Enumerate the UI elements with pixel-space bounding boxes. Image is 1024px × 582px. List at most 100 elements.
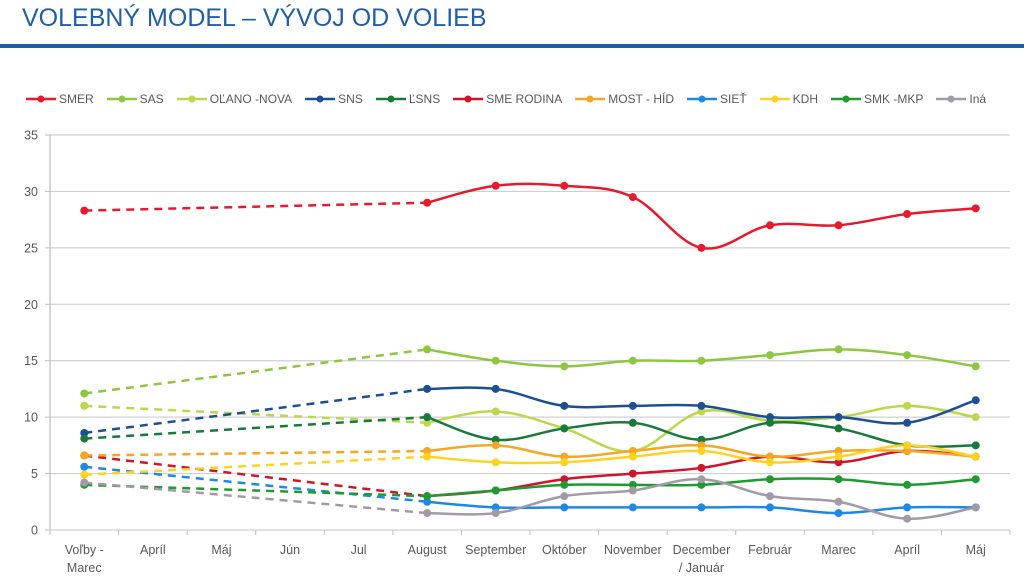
- series-line-dashed-sie-: [84, 465, 428, 504]
- data-point-kdh: [560, 458, 569, 467]
- series-line-dashed-smk-mkp: [84, 483, 428, 498]
- x-tick-label: Apríl: [894, 543, 920, 557]
- legend-item: MOST - HÍD: [575, 92, 674, 106]
- data-point-smk-mkp: [903, 480, 912, 489]
- data-point-smk-mkp: [766, 475, 774, 484]
- data-point--sns: [491, 435, 500, 444]
- data-point-most-h-d: [491, 441, 500, 450]
- legend-swatch: [831, 95, 862, 103]
- data-point-o-ano-nova: [697, 407, 706, 416]
- data-point-smk-mkp: [628, 480, 637, 489]
- data-point--sns: [971, 441, 980, 450]
- data-point-in-: [903, 514, 912, 523]
- data-point-in-: [766, 492, 774, 501]
- legend-label: SME RODINA: [486, 92, 563, 106]
- data-point-in-: [628, 486, 637, 495]
- data-point-sas: [834, 345, 843, 354]
- data-point-sns: [423, 384, 432, 393]
- x-tick-label: Október: [542, 543, 586, 557]
- data-point--sns: [697, 435, 706, 444]
- legend-swatch: [375, 95, 406, 103]
- x-tick-label: September: [465, 543, 526, 557]
- data-point-kdh: [628, 452, 637, 461]
- data-point-o-ano-nova: [491, 407, 500, 416]
- data-point-sie-: [697, 503, 706, 512]
- data-point-most-h-d: [697, 441, 706, 450]
- data-point-sie-: [80, 462, 89, 471]
- data-point-sns: [560, 401, 569, 410]
- legend-item: KDH: [759, 92, 818, 106]
- data-point-sns: [628, 401, 637, 410]
- data-point-smer: [423, 198, 432, 207]
- data-point-smer: [560, 181, 569, 190]
- data-point-o-ano-nova: [903, 401, 912, 410]
- data-point-smer: [491, 181, 500, 190]
- axes: 0 5 10 15 20 25 30 35 Voľby - Marec Apríl Máj Jún Jul…: [24, 129, 1011, 575]
- legend-swatch: [575, 95, 606, 103]
- legend-label: ĽSNS: [408, 92, 441, 106]
- data-point-smk-mkp: [971, 475, 980, 484]
- series-line-dashed-most-h-d: [84, 449, 428, 457]
- data-point-sns: [834, 413, 843, 422]
- x-tick-label: Jul: [351, 543, 367, 557]
- series-line-dashed-smer: [84, 201, 428, 212]
- x-tick-label: Máj: [966, 543, 986, 557]
- data-point-most-h-d: [903, 447, 912, 455]
- legend-label: OĽANO -NOVA: [209, 92, 293, 106]
- data-point-smer: [903, 210, 912, 218]
- data-point-sie-: [423, 497, 432, 506]
- series-line-dashed--sns: [84, 415, 428, 440]
- data-point-in-: [834, 497, 843, 506]
- data-point-sie-: [628, 503, 637, 512]
- legend-swatch: [305, 95, 336, 103]
- data-point--sns: [834, 424, 843, 433]
- legend-item: SME RODINA: [453, 92, 562, 106]
- data-point-most-h-d: [628, 447, 637, 455]
- legend-swatch: [26, 95, 56, 103]
- data-point-sie-: [903, 503, 912, 512]
- data-point--sns: [560, 424, 569, 433]
- data-point-sns: [80, 428, 89, 437]
- data-point-sie-: [560, 503, 569, 512]
- x-tick-label: Marec: [821, 543, 856, 557]
- legend-swatch: [176, 95, 207, 103]
- legend-label: SIEŤ: [720, 92, 747, 106]
- data-point-sme-rodina: [834, 458, 843, 467]
- data-point--sns: [80, 434, 89, 443]
- data-point-smer: [971, 204, 980, 213]
- data-point-smk-mkp: [491, 486, 500, 495]
- data-point-smer: [628, 193, 637, 202]
- data-point-smer: [834, 221, 843, 230]
- data-point-smer: [80, 206, 89, 215]
- legend-swatch: [759, 95, 790, 103]
- series-points: [80, 181, 980, 523]
- x-tick-label: November: [604, 543, 662, 557]
- data-point-sme-rodina: [628, 469, 637, 478]
- series-line-dashed-sas: [84, 348, 428, 395]
- legend-item: SMK -MKP: [831, 92, 923, 106]
- legend-item: SIEŤ: [687, 92, 747, 106]
- data-point-sas: [628, 356, 637, 365]
- legend-swatch: [106, 95, 137, 103]
- series-line-dashed-sme-rodina: [84, 454, 428, 498]
- x-tick-label: Voľby -: [65, 543, 104, 557]
- legend-label: MOST - HÍD: [608, 92, 674, 106]
- y-tick-label: 10: [24, 411, 38, 425]
- data-point-o-ano-nova: [80, 401, 89, 410]
- data-point-smk-mkp: [423, 492, 432, 501]
- data-point-in-: [491, 509, 500, 518]
- x-tick-label: / Január: [679, 561, 724, 575]
- data-point-sas: [971, 362, 980, 371]
- data-point-most-h-d: [834, 447, 843, 455]
- legend-swatch: [687, 95, 717, 103]
- x-tick-label: August: [408, 543, 447, 557]
- legend-item: SAS: [106, 92, 164, 106]
- y-tick-label: 25: [24, 241, 38, 255]
- data-point-kdh: [697, 447, 706, 455]
- data-point-kdh: [423, 452, 432, 461]
- data-point-in-: [80, 478, 89, 487]
- data-point--sns: [423, 413, 432, 422]
- legend-item: SNS: [305, 92, 363, 106]
- data-point-in-: [697, 475, 706, 484]
